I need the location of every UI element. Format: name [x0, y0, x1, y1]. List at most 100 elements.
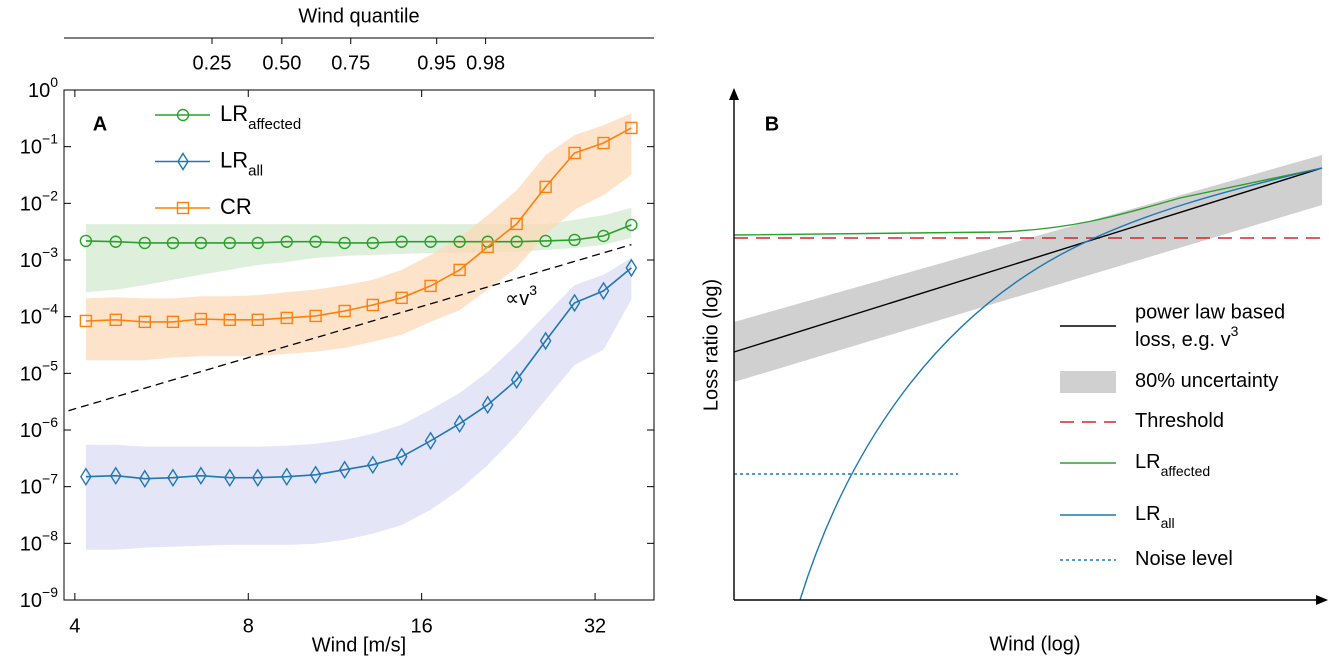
marker — [166, 236, 180, 250]
marker — [481, 240, 494, 254]
legend-label: power law based — [1135, 301, 1285, 323]
marker — [453, 263, 466, 277]
marker — [424, 279, 437, 293]
y-tick-label-superscript: −1 — [42, 130, 58, 146]
x-axis-arrow — [1316, 595, 1328, 605]
y-tick-label: 10−5 — [20, 357, 58, 386]
legend-label: Threshold — [1135, 410, 1224, 432]
marker — [194, 312, 208, 326]
legend-label: loss, e.g. v3 — [1135, 323, 1239, 352]
legend-patch — [1060, 371, 1116, 393]
marker — [138, 315, 151, 329]
x-tick-label: 4 — [69, 615, 80, 637]
marker — [453, 235, 466, 248]
y-tick-label-main: 10 — [20, 137, 42, 159]
marker — [195, 466, 207, 486]
marker — [366, 236, 379, 250]
y-tick-label: 10−6 — [20, 414, 58, 443]
y-tick-label: 10−4 — [20, 300, 58, 329]
y-tick-label-superscript: −7 — [42, 470, 58, 486]
uncertainty-band — [85, 113, 632, 361]
marker — [176, 108, 190, 122]
marker — [280, 467, 293, 487]
marker — [481, 395, 494, 415]
marker — [625, 258, 638, 278]
legend-label-main: LR — [220, 147, 248, 172]
marker — [109, 466, 122, 486]
y-axis-arrow — [729, 88, 739, 100]
marker — [510, 217, 523, 231]
uncertainty-band — [734, 155, 1322, 382]
top-tick-label: 0.50 — [262, 52, 301, 74]
marker — [194, 236, 208, 250]
top-tick-label: 0.75 — [331, 52, 370, 74]
legend-label: LRall — [220, 147, 263, 179]
top-tick-label: 0.25 — [193, 52, 232, 74]
legend-label-main: CR — [220, 194, 252, 219]
reference-label-superscript: 3 — [529, 282, 537, 298]
legend-label-main: LR — [220, 101, 248, 126]
marker — [223, 468, 236, 488]
y-tick-label-superscript: −4 — [42, 300, 58, 316]
y-tick-label-main: 10 — [20, 307, 42, 329]
x-tick-label: 16 — [411, 615, 433, 637]
y-tick-label: 10−1 — [20, 130, 58, 159]
legend-label-main: LR — [1135, 451, 1161, 473]
y-tick-label: 10−8 — [20, 527, 58, 556]
y-tick-label-main: 10 — [20, 477, 42, 499]
marker — [223, 313, 236, 327]
top-tick-label: 0.95 — [417, 52, 456, 74]
legend-label: LRaffected — [1135, 451, 1210, 478]
y-tick-label-superscript: −3 — [42, 244, 58, 260]
y-tick-label-main: 10 — [20, 420, 42, 442]
marker — [109, 235, 122, 248]
y-tick-label: 10−2 — [20, 187, 58, 216]
marker — [539, 331, 552, 351]
marker — [568, 233, 581, 247]
marker — [510, 235, 523, 248]
lr-affected-curve — [733, 167, 1323, 236]
y-tick-label: 10−7 — [20, 470, 58, 499]
marker — [597, 281, 610, 301]
marker — [510, 370, 523, 390]
legend-label: LRall — [1135, 503, 1175, 530]
legend-label-main: loss, e.g. v — [1135, 329, 1231, 351]
y-tick-label: 10−3 — [20, 244, 58, 273]
x-axis-label: Wind [m/s] — [312, 634, 406, 656]
marker — [138, 236, 151, 250]
reference-label: ∝v3 — [505, 282, 537, 311]
legend-label-main: Threshold — [1135, 410, 1224, 432]
marker — [251, 313, 264, 327]
marker — [176, 201, 190, 215]
marker — [109, 313, 122, 327]
top-tick-label: 0.98 — [466, 52, 505, 74]
marker — [424, 431, 437, 451]
marker — [251, 468, 264, 488]
marker — [395, 291, 408, 305]
x-axis-label: Wind (log) — [989, 633, 1080, 655]
y-tick-label: 100 — [28, 74, 58, 103]
marker — [395, 235, 408, 248]
y-tick-label: 10−9 — [20, 584, 58, 613]
lr-all-curve — [799, 167, 1323, 601]
marker — [309, 465, 322, 485]
y-tick-label-superscript: −5 — [42, 357, 58, 373]
y-tick-label-main: 10 — [28, 80, 50, 102]
marker — [366, 298, 379, 312]
y-tick-label-main: 10 — [20, 534, 42, 556]
marker — [539, 234, 552, 248]
marker — [79, 234, 93, 248]
marker — [166, 315, 180, 329]
legend-label: LRaffected — [220, 101, 301, 133]
marker — [138, 469, 151, 489]
reference-label-main: ∝v — [505, 288, 529, 310]
marker — [80, 467, 92, 487]
legend-label-main: Noise level — [1135, 548, 1233, 570]
marker — [177, 152, 189, 171]
marker — [395, 447, 408, 467]
marker — [167, 468, 179, 488]
marker — [453, 414, 466, 434]
y-tick-label-superscript: −9 — [42, 584, 58, 600]
marker — [223, 236, 236, 250]
